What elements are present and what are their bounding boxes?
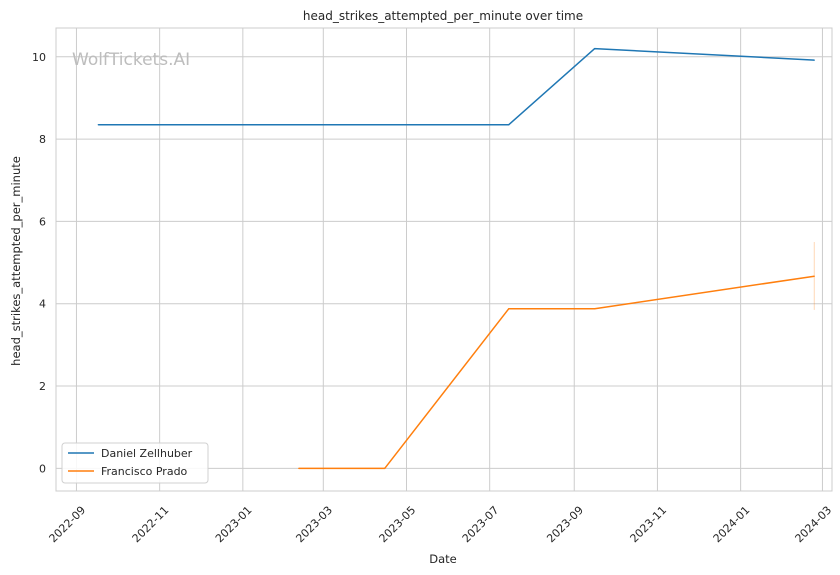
y-tick-label: 8	[39, 133, 46, 146]
y-tick-label: 4	[39, 298, 46, 311]
data-point-francisco-prado	[384, 467, 386, 469]
y-axis: 0 2 4 6 8 10	[32, 51, 46, 476]
data-point-francisco-prado	[508, 308, 510, 310]
data-point-daniel-zellhuber	[97, 124, 99, 126]
watermark: WolfTickets.AI	[72, 50, 190, 70]
y-tick-label: 6	[39, 215, 46, 228]
legend-box	[61, 442, 209, 484]
x-axis-title: Date	[429, 552, 457, 566]
y-tick-label: 0	[39, 462, 46, 475]
y-tick-label: 10	[32, 51, 46, 64]
data-point-francisco-prado	[813, 275, 815, 277]
legend-label-daniel-zellhuber: Daniel Zellhuber	[101, 447, 193, 460]
y-tick-label: 2	[39, 380, 46, 393]
y-axis-title: head_strikes_attempted_per_minute	[9, 156, 23, 366]
plot-area	[55, 27, 833, 492]
data-point-daniel-zellhuber	[813, 59, 815, 61]
data-point-francisco-prado	[594, 308, 596, 310]
series-layer	[97, 47, 815, 470]
data-point-daniel-zellhuber	[594, 47, 596, 50]
data-point-francisco-prado	[298, 467, 300, 469]
legend: Daniel Zellhuber Francisco Prado	[61, 442, 209, 484]
legend-label-francisco-prado: Francisco Prado	[101, 465, 188, 478]
series-line-daniel-zellhuber	[98, 47, 815, 126]
data-point-daniel-zellhuber	[508, 124, 510, 126]
chart-title: head_strikes_attempted_per_minute over t…	[303, 9, 583, 23]
